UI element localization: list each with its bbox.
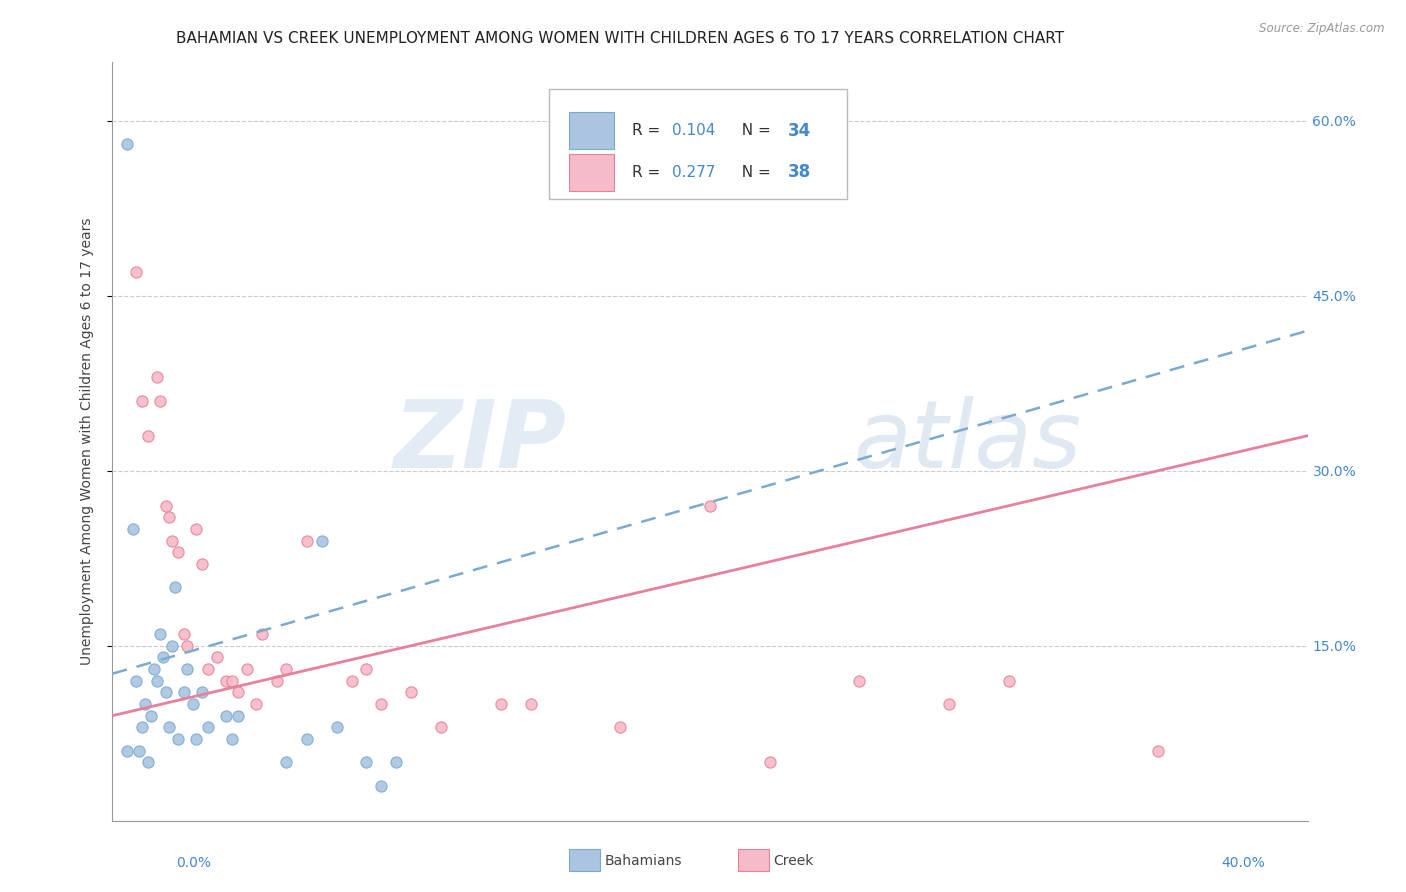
Text: 0.104: 0.104 [672, 123, 716, 138]
Point [155, 685, 177, 699]
Point [149, 393, 172, 408]
Point [167, 731, 190, 746]
Text: 0.0%: 0.0% [176, 855, 211, 870]
Point [157, 720, 180, 734]
Bar [569, 112, 614, 149]
Point [609, 720, 631, 734]
Point [173, 685, 195, 699]
Point [215, 708, 238, 723]
Text: ZIP: ZIP [394, 395, 567, 488]
Point [520, 697, 543, 711]
Text: N =: N = [731, 165, 775, 180]
Point [295, 533, 318, 548]
Text: 34: 34 [787, 121, 811, 140]
Point [157, 510, 180, 524]
Point [176, 639, 198, 653]
Point [295, 731, 318, 746]
Point [162, 639, 183, 653]
Point [226, 685, 249, 699]
Point [215, 673, 238, 688]
Text: R =: R = [633, 165, 665, 180]
Point [117, 744, 139, 758]
Point [340, 673, 363, 688]
Point [131, 720, 153, 734]
Point [848, 673, 870, 688]
Point [122, 522, 145, 536]
Point [274, 662, 297, 676]
Text: Creek: Creek [773, 854, 814, 868]
Point [138, 428, 160, 442]
Point [173, 627, 195, 641]
Point [266, 673, 288, 688]
Point [489, 697, 512, 711]
Point [138, 756, 160, 770]
Point [143, 662, 166, 676]
Point [162, 533, 183, 548]
Text: Source: ZipAtlas.com: Source: ZipAtlas.com [1260, 22, 1385, 36]
Point [197, 662, 219, 676]
Text: 40.0%: 40.0% [1222, 855, 1265, 870]
Point [181, 697, 204, 711]
Point [430, 720, 453, 734]
Point [134, 697, 156, 711]
Point [176, 662, 198, 676]
Point [117, 137, 139, 152]
Point [356, 756, 378, 770]
Point [197, 720, 219, 734]
Point [370, 697, 392, 711]
Y-axis label: Unemployment Among Women with Children Ages 6 to 17 years: Unemployment Among Women with Children A… [80, 218, 94, 665]
Point [125, 265, 148, 279]
Point [998, 673, 1021, 688]
Point [125, 673, 148, 688]
Point [385, 756, 408, 770]
Point [356, 662, 378, 676]
Point [152, 650, 174, 665]
Point [186, 522, 208, 536]
Point [146, 370, 169, 384]
Point [236, 662, 259, 676]
Bar [569, 154, 614, 191]
Point [274, 756, 297, 770]
Point [141, 708, 163, 723]
Point [401, 685, 423, 699]
Text: BAHAMIAN VS CREEK UNEMPLOYMENT AMONG WOMEN WITH CHILDREN AGES 6 TO 17 YEARS CORR: BAHAMIAN VS CREEK UNEMPLOYMENT AMONG WOM… [176, 31, 1064, 46]
Text: N =: N = [731, 123, 775, 138]
Point [131, 393, 153, 408]
Point [226, 708, 249, 723]
Point [311, 533, 333, 548]
Point [205, 650, 228, 665]
Text: R =: R = [633, 123, 665, 138]
Point [165, 580, 187, 594]
FancyBboxPatch shape [548, 89, 848, 199]
Point [250, 627, 273, 641]
Text: 38: 38 [787, 163, 811, 181]
Point [938, 697, 960, 711]
Point [325, 720, 347, 734]
Text: 0.277: 0.277 [672, 165, 716, 180]
Point [155, 499, 177, 513]
Point [149, 627, 172, 641]
Point [191, 685, 214, 699]
Point [699, 499, 721, 513]
Point [245, 697, 267, 711]
Point [167, 545, 190, 559]
Point [186, 731, 208, 746]
Point [221, 673, 243, 688]
Point [221, 731, 243, 746]
Point [759, 756, 782, 770]
Text: atlas: atlas [853, 396, 1081, 487]
Point [191, 557, 214, 571]
Point [146, 673, 169, 688]
Text: Bahamians: Bahamians [605, 854, 682, 868]
Point [1147, 744, 1170, 758]
Point [128, 744, 150, 758]
Point [370, 779, 392, 793]
